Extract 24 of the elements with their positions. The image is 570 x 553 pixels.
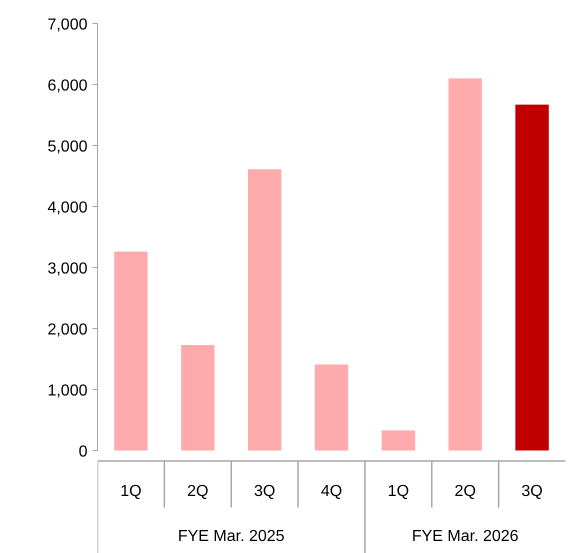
x-tick-label: 4Q <box>320 483 342 500</box>
bar <box>515 104 549 450</box>
y-tick-label: 3,000 <box>47 260 88 278</box>
x-tick-label: 1Q <box>120 483 142 500</box>
x-tick-label: 2Q <box>454 483 476 500</box>
x-tick-label: 1Q <box>388 483 410 500</box>
y-tick-label: 2,000 <box>47 322 88 338</box>
bar <box>181 344 214 450</box>
bar <box>382 430 416 450</box>
x-tick-label: 3Q <box>254 483 276 500</box>
x-tick-label: 3Q <box>521 483 543 500</box>
bar <box>114 252 148 450</box>
y-tick-label: 7,000 <box>47 16 88 34</box>
y-tick-label: 0 <box>78 444 88 460</box>
y-tick-label: 1,000 <box>47 382 88 400</box>
x-tick-label: 2Q <box>187 483 208 500</box>
text: FYE Mar. 2025 <box>178 528 285 546</box>
y-tick-label: 6,000 <box>47 78 88 94</box>
bar <box>248 169 282 450</box>
y-tick-label: 5,000 <box>47 138 88 156</box>
bar <box>448 78 482 450</box>
text: FYE Mar. 2026 <box>412 528 519 546</box>
y-tick-label: 4,000 <box>47 200 88 216</box>
bar <box>314 364 348 450</box>
